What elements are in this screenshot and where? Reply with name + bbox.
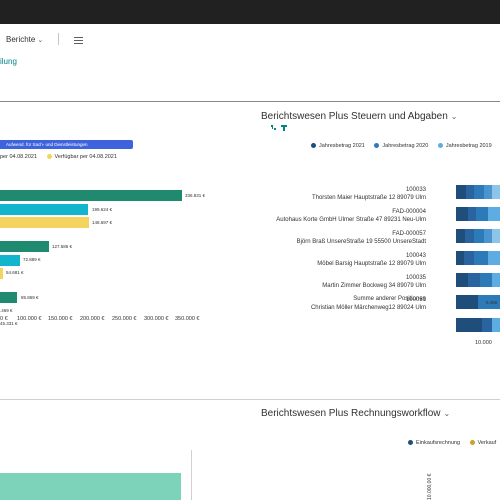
x-tick-300000: 300.000 € <box>144 316 169 322</box>
x-tick-350000: 350.000 € <box>175 316 200 322</box>
stacked-bar-5[interactable] <box>456 273 500 287</box>
category-label-6: 100031 Christian Möller Märchenweg12 8902… <box>310 297 426 311</box>
legend-dot-navy <box>408 440 413 446</box>
page-breadcrumb[interactable]: ilung <box>0 57 17 66</box>
bar-group2-yellow[interactable] <box>0 268 3 279</box>
legend-entry-2019: Jahresbetrag 2019 <box>437 143 492 149</box>
hamburger-menu-icon[interactable] <box>74 37 83 46</box>
legend-entry-2020: Jahresbetrag 2020 <box>374 143 428 149</box>
workflow-gridline <box>191 450 192 500</box>
legend-dot-light-blue <box>437 143 443 149</box>
section-divider-bottom <box>0 399 500 400</box>
legend-dot-gold <box>469 440 475 446</box>
bar-label-8: .469 € <box>0 308 13 313</box>
navigation-bar: Berichte ⌄ <box>0 24 500 58</box>
legend-entry-available: Verfügbar per 04.08.2021 <box>46 154 117 160</box>
x-tick-200000: 200.000 € <box>80 316 105 322</box>
bar-group2-teal[interactable] <box>0 241 49 252</box>
chevron-down-icon: ⌄ <box>37 37 44 44</box>
legend-dot-blue <box>374 143 380 149</box>
bar-group3-teal[interactable] <box>0 292 17 303</box>
workflow-panel-title[interactable]: Berichtswesen Plus Rechnungsworkflow ⌄ <box>261 408 451 419</box>
category-label-7: Summe anderer Positionen <box>353 296 426 302</box>
stacked-bar-1[interactable] <box>456 185 500 199</box>
legend-entry-sales: Verkauf <box>469 440 496 446</box>
expand-hierarchy-icon[interactable] <box>281 125 287 131</box>
bar-group1-cyan[interactable] <box>0 204 88 215</box>
bar-label-5: 72.889 € <box>23 257 41 262</box>
category-label-5: 100035 Martin Zimmer Bockweg 34 89079 Ulm <box>322 275 426 289</box>
category-label-1: 100033 Thorsten Maier Hauptstraße 12 8907… <box>311 187 426 201</box>
workflow-bar-mint[interactable] <box>0 473 181 500</box>
x-tick-250000: 250.000 € <box>112 316 137 322</box>
section-divider-top <box>0 101 500 102</box>
tax-chart-legend: Jahresbetrag 2021 Jahresbetrag 2020 Jahr… <box>311 143 500 149</box>
legend-dot-navy <box>311 143 316 149</box>
x-tick-100000: 100.000 € <box>17 316 42 322</box>
bar-label-6: 54.681 € <box>6 270 24 275</box>
drill-down-icon[interactable] <box>271 125 277 131</box>
filter-chip[interactable]: Aufwend. für Sach- und Dienstleistungen <box>0 140 133 149</box>
bar-label-2: 199.624 € <box>92 207 113 212</box>
tax-panel-title[interactable]: Berichtswesen Plus Steuern und Abgaben ⌄ <box>261 111 458 122</box>
category-label-2: FAD-000004 Autohaus Korte GmbH Ulmer Stra… <box>276 209 426 223</box>
tax-bar-value: 9.450 <box>486 300 498 305</box>
bar-label-4: 127.586 € <box>52 244 73 249</box>
bar-group1-teal[interactable] <box>0 190 182 201</box>
tax-x-tick: 10.000 <box>475 340 492 346</box>
x-tick-150000: 150.000 € <box>48 316 73 322</box>
legend-dot-yellow <box>46 154 52 160</box>
nav-separator <box>58 33 59 45</box>
workflow-axis-value: 10.000,00 € <box>427 473 433 500</box>
category-label-4: 100043 Möbel Barsig Hauptstraße 12 89079 … <box>317 253 426 267</box>
legend-entry-2021: Jahresbetrag 2021 <box>311 143 365 149</box>
app-top-bar <box>0 0 500 24</box>
chevron-down-icon: ⌄ <box>443 409 451 418</box>
chevron-down-icon: ⌄ <box>450 112 458 121</box>
category-label-3: FAD-000057 Björn Braß UnsereStraße 19 555… <box>296 231 426 245</box>
bar-label-3: 148.697 € <box>92 220 113 225</box>
stacked-bar-7[interactable] <box>456 318 500 332</box>
bar-label-1: 336.831 € <box>185 193 206 198</box>
bar-label-9: 45.331 € <box>0 321 18 326</box>
stacked-bar-2[interactable] <box>456 207 500 221</box>
workflow-chart-legend: Einkaufsrechnung Verkauf <box>408 440 500 446</box>
bar-group1-yellow[interactable] <box>0 217 89 228</box>
x-tick-0: 0 € <box>0 316 8 322</box>
stacked-bar-3[interactable] <box>456 229 500 243</box>
stacked-bar-6[interactable] <box>456 295 500 309</box>
left-chart-legend: per 04.08.2021 Verfügbar per 04.08.2021 <box>0 154 125 160</box>
bar-label-7: 85.869 € <box>21 295 39 300</box>
legend-entry-purchase-invoice: Einkaufsrechnung <box>408 440 460 446</box>
reports-menu-label: Berichte <box>6 35 36 44</box>
bar-group2-cyan[interactable] <box>0 255 20 266</box>
reports-menu[interactable]: Berichte ⌄ <box>6 35 43 44</box>
stacked-bar-4[interactable] <box>456 251 500 265</box>
legend-entry-per: per 04.08.2021 <box>0 154 38 160</box>
